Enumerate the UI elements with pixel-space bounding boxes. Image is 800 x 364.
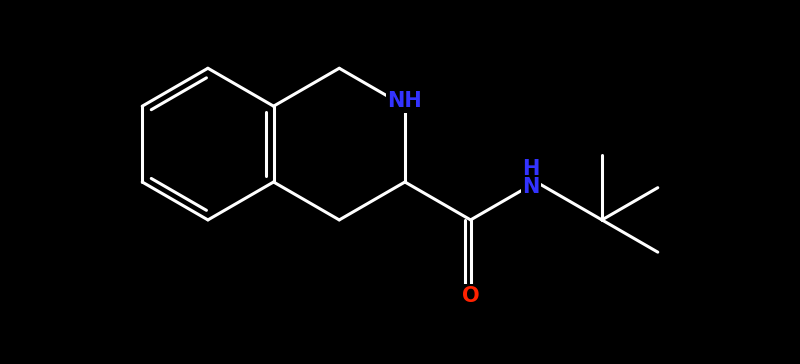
Text: H
N: H N xyxy=(522,159,540,197)
Text: O: O xyxy=(462,286,479,306)
Text: NH: NH xyxy=(387,91,422,111)
